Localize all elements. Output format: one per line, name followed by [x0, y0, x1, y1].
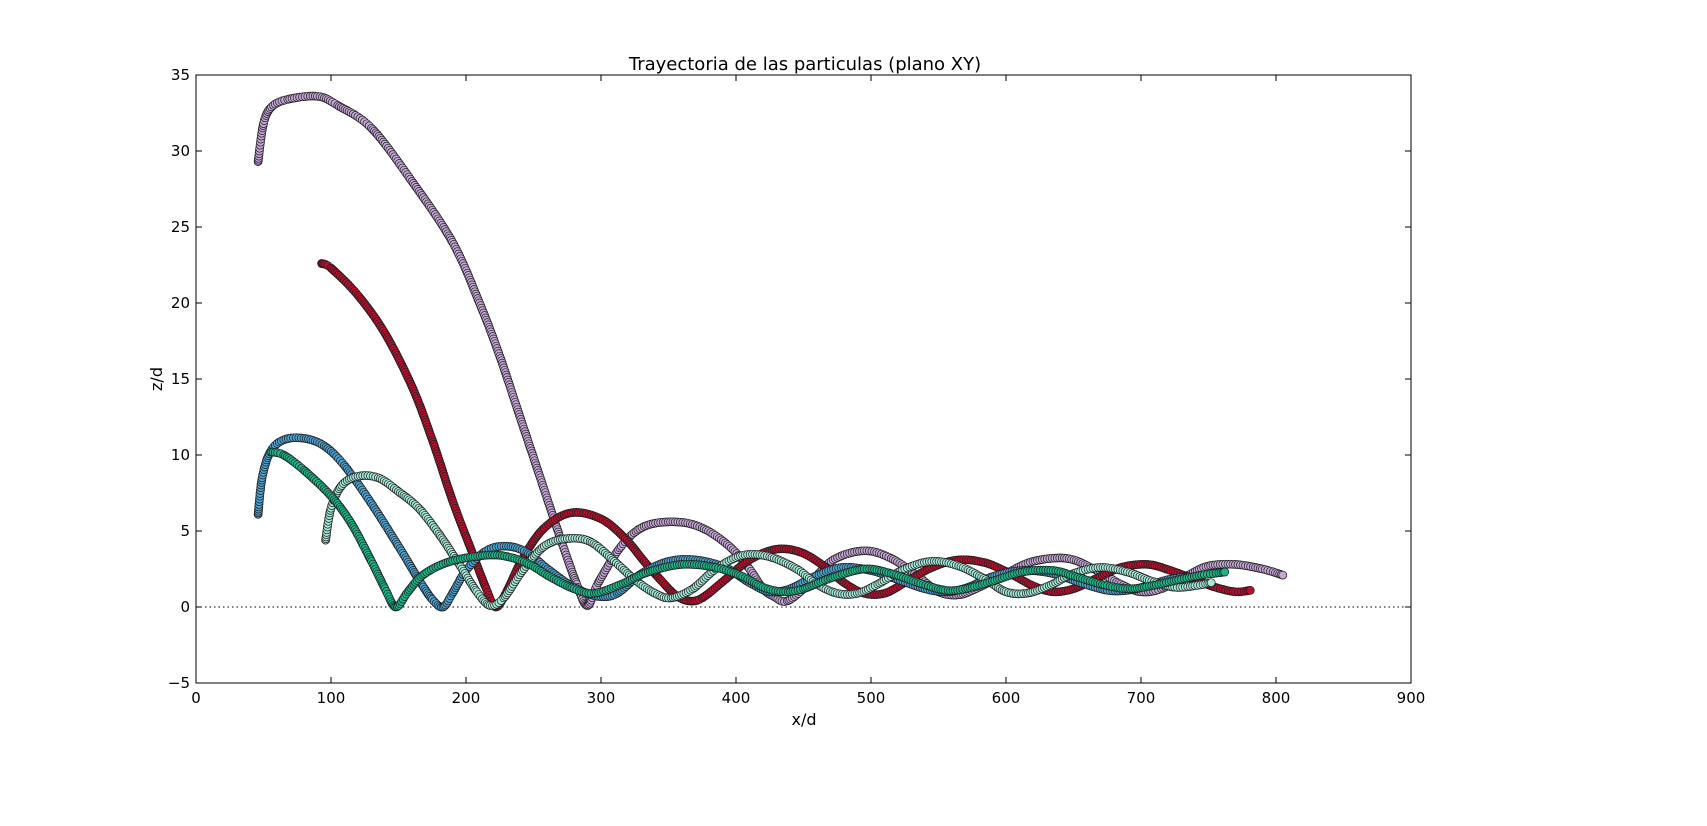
y-tick-label: 0: [180, 598, 190, 616]
series-4: [321, 471, 1216, 611]
y-tick-label: 25: [171, 218, 190, 236]
x-tick-label: 100: [317, 689, 346, 707]
data-point: [1220, 567, 1230, 577]
y-tick-label: −5: [168, 674, 190, 692]
x-tick-label: 0: [191, 689, 201, 707]
y-tick-label: 15: [171, 370, 190, 388]
y-tick-label: 5: [180, 522, 190, 540]
x-tick-label: 300: [587, 689, 616, 707]
x-tick-label: 900: [1397, 689, 1426, 707]
chart-title: Trayectoria de las particulas (plano XY): [628, 54, 981, 75]
data-point: [1206, 578, 1216, 588]
y-tick-label: 35: [171, 66, 190, 84]
y-tick-label: 10: [171, 446, 190, 464]
x-tick-label: 200: [452, 689, 481, 707]
x-axis-label: x/d: [791, 710, 816, 729]
x-tick-label: 600: [992, 689, 1021, 707]
y-axis-label: z/d: [147, 367, 166, 391]
data-point: [1278, 570, 1288, 580]
data-point: [1245, 585, 1255, 595]
x-tick-label: 700: [1127, 689, 1156, 707]
series-5: [267, 447, 1230, 612]
x-tick-label: 400: [722, 689, 751, 707]
x-tick-label: 800: [1262, 689, 1291, 707]
y-tick-label: 30: [171, 142, 190, 160]
x-tick-label: 500: [857, 689, 886, 707]
y-tick-label: 20: [171, 294, 190, 312]
